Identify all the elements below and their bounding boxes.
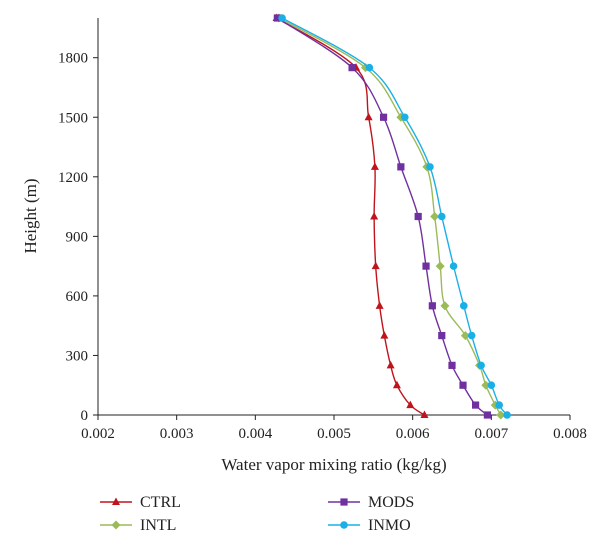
data-point-mods <box>273 14 281 22</box>
data-point-inmo <box>365 63 374 72</box>
data-point-inmo <box>426 163 434 171</box>
data-point-mods <box>472 401 480 409</box>
data-point-inmo <box>437 212 446 221</box>
series-line-intl <box>278 17 502 416</box>
data-point-mods <box>459 381 467 389</box>
data-point-intl <box>440 301 450 311</box>
y-tick-label: 900 <box>66 229 89 245</box>
x-ticks: 0.002 0.003 0.004 0.005 0.006 0.007 0.008 <box>81 415 587 442</box>
legend-label-intl: INTL <box>140 517 176 534</box>
legend-label-ctrl: CTRL <box>140 494 181 511</box>
data-point-ctrl <box>370 162 379 170</box>
data-point-ctrl <box>386 360 395 369</box>
data-point-inmo <box>495 401 504 409</box>
x-tick-label: 0.006 <box>396 426 430 442</box>
series-intl <box>274 13 506 420</box>
data-point-ctrl <box>420 410 429 418</box>
data-point-ctrl <box>364 112 373 121</box>
legend-marker-mods <box>340 498 348 506</box>
legend-marker-ctrl <box>112 497 120 505</box>
series-mods <box>273 14 491 419</box>
x-tick-label: 0.004 <box>238 426 272 442</box>
data-point-inmo <box>467 331 476 340</box>
legend-item-inmo: INMO <box>328 517 411 534</box>
legend-item-mods: MODS <box>328 494 414 511</box>
legend-item-ctrl: CTRL <box>100 494 181 511</box>
series-layer <box>272 13 511 420</box>
series-line-mods <box>276 17 488 416</box>
data-point-mods <box>397 163 405 171</box>
data-point-mods <box>348 64 356 72</box>
y-ticks: 0 300 600 900 1200 1500 1800 <box>58 51 98 424</box>
data-point-mods <box>379 113 388 121</box>
y-tick-label: 1800 <box>58 51 88 67</box>
legend-marker-intl <box>111 520 121 530</box>
data-point-ctrl <box>375 301 384 309</box>
x-tick-label: 0.005 <box>317 426 351 442</box>
data-point-mods <box>483 411 491 419</box>
data-point-mods <box>422 262 430 270</box>
data-point-intl <box>430 212 440 221</box>
data-point-inmo <box>278 14 286 22</box>
axes <box>97 18 570 416</box>
y-tick-label: 1200 <box>58 170 88 186</box>
data-point-inmo <box>477 361 485 370</box>
series-inmo <box>278 14 511 419</box>
data-point-inmo <box>487 381 496 390</box>
y-tick-label: 0 <box>81 408 89 424</box>
series-line-inmo <box>281 17 508 416</box>
data-point-ctrl <box>370 212 379 220</box>
y-axis-label: Height (m) <box>21 178 40 253</box>
data-point-inmo <box>460 302 468 310</box>
data-point-intl <box>435 261 445 271</box>
x-tick-label: 0.002 <box>81 426 115 442</box>
legend-label-inmo: INMO <box>368 517 411 534</box>
data-point-inmo <box>503 411 511 419</box>
data-point-ctrl <box>392 380 401 389</box>
series-ctrl <box>272 13 429 418</box>
x-tick-label: 0.007 <box>474 426 508 442</box>
x-tick-label: 0.003 <box>160 426 194 442</box>
legend-item-intl: INTL <box>100 517 176 534</box>
y-tick-label: 600 <box>66 289 89 305</box>
data-point-intl <box>460 331 470 341</box>
data-point-inmo <box>401 113 409 122</box>
data-point-mods <box>448 361 456 369</box>
y-tick-label: 300 <box>66 348 89 364</box>
data-point-intl <box>481 380 491 390</box>
x-tick-label: 0.008 <box>553 426 587 442</box>
data-point-ctrl <box>371 261 380 270</box>
data-point-intl <box>496 410 506 420</box>
data-point-mods <box>438 332 446 340</box>
legend-marker-inmo <box>340 521 348 529</box>
legend-label-mods: MODS <box>368 494 414 511</box>
x-axis-label: Water vapor mixing ratio (kg/kg) <box>221 455 446 474</box>
y-tick-label: 1500 <box>58 110 88 126</box>
data-point-ctrl <box>380 331 389 339</box>
data-point-ctrl <box>406 400 415 409</box>
series-line-ctrl <box>276 17 425 416</box>
data-point-inmo <box>449 262 458 270</box>
data-point-mods <box>414 212 422 221</box>
data-point-mods <box>428 302 436 310</box>
legend: CTRL INTL MODS INMO <box>100 494 414 534</box>
